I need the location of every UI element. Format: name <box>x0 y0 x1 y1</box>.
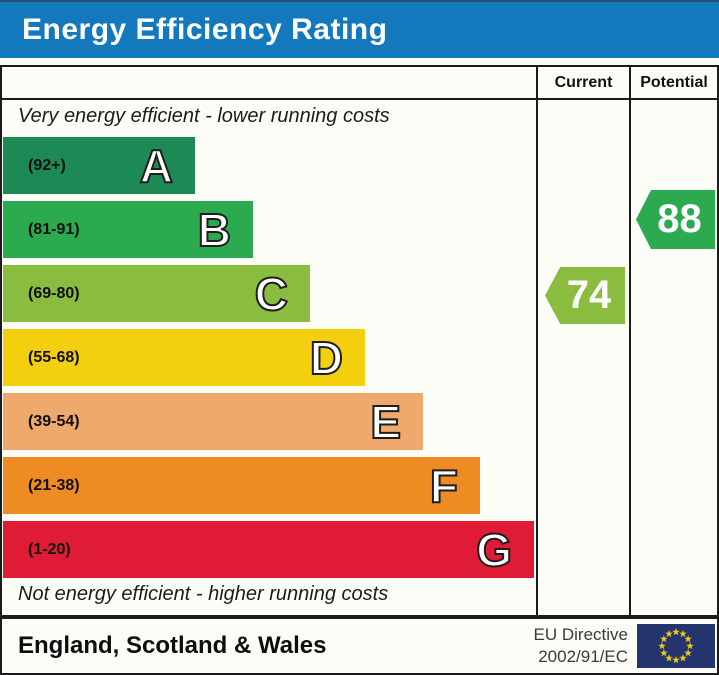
band-letter: F <box>429 459 459 512</box>
header-divider <box>2 98 717 100</box>
band-row-d: (55-68) D <box>3 329 365 386</box>
potential-rating-value: 88 <box>657 197 702 241</box>
eu-directive-line1: EU Directive <box>533 624 628 644</box>
band-row-f: (21-38) F <box>3 457 480 514</box>
band-range-label: (81-91) <box>28 220 80 238</box>
band-letter: A <box>139 139 174 192</box>
note-not-efficient: Not energy efficient - higher running co… <box>18 583 389 605</box>
band-row-e: (39-54) E <box>3 393 423 450</box>
current-rating-marker: 74 <box>545 267 625 324</box>
column-header-current: Current <box>554 73 613 91</box>
footer: England, Scotland & Wales EU Directive 2… <box>0 617 719 675</box>
eu-directive-line2: 2002/91/EC <box>538 647 628 666</box>
band-range-label: (1-20) <box>28 540 71 558</box>
note-very-efficient: Very energy efficient - lower running co… <box>18 105 390 127</box>
band-row-c: (69-80) C <box>3 265 310 322</box>
band-letter: D <box>309 331 344 384</box>
band-row-b: (81-91) B <box>3 201 253 258</box>
potential-rating-marker: 88 <box>636 190 715 249</box>
eu-directive-label: EU Directive 2002/91/EC <box>534 624 628 668</box>
current-rating-value: 74 <box>566 273 612 317</box>
band-letter: E <box>369 395 402 448</box>
rating-table: Current Potential Very energy efficient … <box>0 65 719 617</box>
band-range-label: (21-38) <box>28 476 80 494</box>
band-range-label: (55-68) <box>28 348 80 366</box>
bands-container: (92+) A (81-91) B (69-80) C (55-68) D (3… <box>3 137 534 585</box>
band-range-label: (39-54) <box>28 412 80 430</box>
band-row-g: (1-20) G <box>3 521 534 578</box>
band-row-a: (92+) A <box>3 137 195 194</box>
page-title: Energy Efficiency Rating <box>22 13 388 46</box>
band-range-label: (92+) <box>28 156 66 174</box>
region-label: England, Scotland & Wales <box>18 632 327 659</box>
column-divider-current <box>536 67 538 615</box>
band-letter: C <box>254 267 289 320</box>
column-header-potential: Potential <box>640 73 708 91</box>
title-bar: Energy Efficiency Rating <box>0 0 719 58</box>
band-letter: G <box>475 523 513 576</box>
column-divider-potential <box>629 67 631 615</box>
eu-flag-icon <box>637 624 715 668</box>
band-range-label: (69-80) <box>28 284 80 302</box>
band-letter: B <box>197 203 232 256</box>
